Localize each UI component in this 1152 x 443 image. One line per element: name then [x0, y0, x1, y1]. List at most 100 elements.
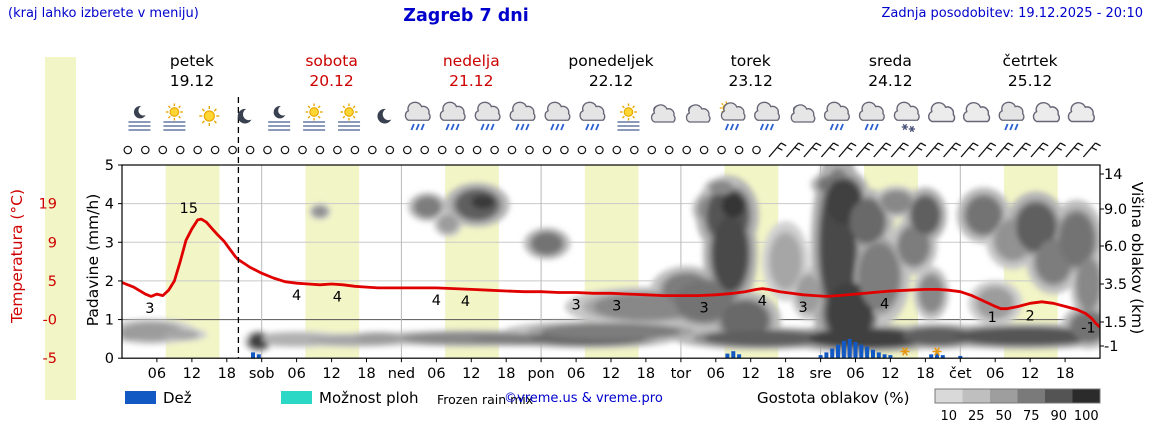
last-updated: Zadnja posodobitev: 19.12.2025 - 20:10: [881, 6, 1143, 21]
svg-text:0: 0: [105, 351, 114, 367]
svg-text:četrtek: četrtek: [1003, 52, 1058, 70]
svg-text:4: 4: [432, 293, 441, 309]
svg-text:23.12: 23.12: [729, 72, 773, 90]
svg-text:100: 100: [1074, 409, 1099, 424]
svg-text:4: 4: [880, 297, 889, 313]
svg-text:pon: pon: [527, 366, 554, 382]
precipitation-axis-label: Padavine (mm/h): [84, 193, 102, 327]
left-axis-band: [45, 57, 76, 400]
svg-text:4: 4: [105, 197, 114, 213]
svg-text:5: 5: [105, 158, 114, 174]
svg-text:18: 18: [637, 366, 655, 382]
svg-text:14: 14: [1104, 167, 1122, 183]
svg-text:1.5: 1.5: [1104, 315, 1127, 331]
svg-text:75: 75: [1023, 409, 1040, 424]
svg-text:15: 15: [179, 201, 197, 217]
page-title: Zagreb 7 dni: [403, 6, 529, 26]
svg-text:10: 10: [941, 409, 958, 424]
svg-text:9.0: 9.0: [1104, 202, 1127, 218]
credit-link[interactable]: ©vreme.us & vreme.pro: [504, 391, 663, 406]
svg-text:6.0: 6.0: [1104, 239, 1127, 255]
rain-legend-swatch: [125, 391, 156, 404]
cloud-density-layer: [122, 165, 1100, 358]
svg-text:4: 4: [758, 294, 767, 310]
svg-text:12: 12: [881, 366, 899, 382]
svg-text:tor: tor: [671, 366, 692, 382]
svg-text:18: 18: [776, 366, 794, 382]
svg-text:18: 18: [916, 366, 934, 382]
cloud-density-scale: 10 25 50 75 90 100: [934, 388, 1101, 424]
svg-text:3.5: 3.5: [1104, 277, 1127, 293]
svg-text:90: 90: [1051, 409, 1068, 424]
svg-text:1: 1: [988, 310, 997, 326]
svg-text:-1: -1: [1104, 339, 1118, 355]
svg-text:21.12: 21.12: [449, 72, 493, 90]
svg-text:3: 3: [145, 301, 154, 317]
svg-text:sreda: sreda: [869, 52, 912, 70]
temperature-labels: 3 15 4 4 4 4 3 3 3 4 3 4 1 2 -1: [145, 201, 1095, 337]
svg-text:nedelja: nedelja: [443, 52, 500, 70]
svg-text:06: 06: [148, 366, 166, 382]
svg-text:ponedeljek: ponedeljek: [568, 52, 653, 70]
cloud-density-legend-label: Gostota oblakov (%): [757, 389, 910, 407]
svg-text:5: 5: [48, 274, 57, 290]
svg-text:19: 19: [39, 197, 57, 213]
frozen-rain-markers: [900, 347, 942, 356]
svg-text:4: 4: [333, 289, 342, 305]
svg-text:18: 18: [1056, 366, 1074, 382]
svg-text:3: 3: [798, 300, 807, 316]
showers-legend-swatch: [281, 391, 312, 404]
svg-text:torek: torek: [731, 52, 771, 70]
svg-text:petek: petek: [170, 52, 214, 70]
svg-text:06: 06: [427, 366, 445, 382]
svg-text:1: 1: [105, 313, 114, 329]
svg-text:-1: -1: [1081, 321, 1095, 337]
showers-legend-label: Možnost ploh: [319, 389, 419, 407]
svg-text:06: 06: [707, 366, 725, 382]
svg-text:20.12: 20.12: [309, 72, 353, 90]
svg-text:12: 12: [462, 366, 480, 382]
svg-text:3: 3: [612, 299, 621, 315]
svg-text:2: 2: [1025, 308, 1034, 324]
frozen-rain-legend-label: Frozen rain mix: [437, 392, 534, 407]
precipitation-bars: [251, 338, 963, 359]
svg-text:06: 06: [567, 366, 585, 382]
svg-text:sre: sre: [810, 366, 832, 382]
temperature-line: [122, 217, 1100, 329]
svg-text:18: 18: [497, 366, 515, 382]
svg-text:9: 9: [48, 235, 57, 251]
svg-text:24.12: 24.12: [868, 72, 912, 90]
svg-text:12: 12: [322, 366, 340, 382]
svg-text:06: 06: [846, 366, 864, 382]
svg-text:3: 3: [105, 235, 114, 251]
x-axis-labels: 06 12 18 06 12 18 sob 06 12 18 ned 06 12 18 pon 06 12 18 t…: [148, 358, 1074, 382]
weather-icons: [128, 101, 1095, 133]
svg-text:4: 4: [292, 288, 301, 304]
svg-text:12: 12: [602, 366, 620, 382]
svg-text:12: 12: [1021, 366, 1039, 382]
cloud-height-axis-label: Višina oblakov (km): [1128, 181, 1146, 335]
rain-legend-label: Dež: [163, 389, 192, 407]
svg-text:-5: -5: [43, 351, 57, 367]
svg-text:06: 06: [986, 366, 1004, 382]
svg-text:sob: sob: [249, 366, 275, 382]
svg-text:3: 3: [699, 300, 708, 316]
svg-text:sobota: sobota: [305, 52, 357, 70]
svg-text:18: 18: [218, 366, 236, 382]
svg-text:06: 06: [287, 366, 305, 382]
svg-text:čet: čet: [949, 366, 972, 382]
svg-text:19.12: 19.12: [170, 72, 214, 90]
svg-text:25.12: 25.12: [1008, 72, 1052, 90]
day-headers: petek 19.12 sobota 20.12 nedelja 21.12 ponedel…: [170, 52, 1058, 90]
svg-text:12: 12: [741, 366, 759, 382]
temperature-axis-label: Temperatura (°C): [8, 188, 26, 324]
svg-text:25: 25: [968, 409, 985, 424]
svg-text:4: 4: [461, 294, 470, 310]
svg-text:2: 2: [105, 274, 114, 290]
svg-text:ned: ned: [388, 366, 415, 382]
svg-text:50: 50: [996, 409, 1013, 424]
svg-text:-0: -0: [43, 313, 57, 329]
